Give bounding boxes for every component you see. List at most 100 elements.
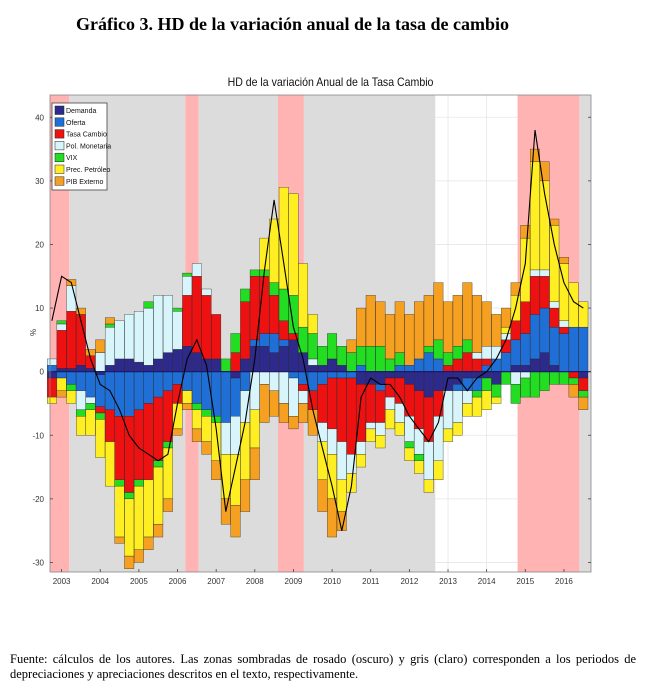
bar-pib-externo xyxy=(124,555,135,569)
bar-pol-monetaria xyxy=(375,422,386,436)
legend-label: Prec. Petróleo xyxy=(66,167,110,174)
bar-prec-petr-leo xyxy=(162,447,173,500)
bar-pol-monetaria xyxy=(114,320,125,360)
bar-demanda xyxy=(133,361,144,372)
bar-oferta xyxy=(472,377,482,391)
bar-pib-externo xyxy=(481,301,492,347)
bar-vix xyxy=(95,412,106,420)
x-tick-label: 2008 xyxy=(246,577,264,586)
bar-vix xyxy=(404,441,415,449)
bar-demanda xyxy=(385,371,395,379)
bar-oferta xyxy=(230,377,241,417)
bar-demanda xyxy=(549,365,560,372)
bar-vix xyxy=(191,403,202,410)
bar-prec-petr-leo xyxy=(481,390,492,410)
bar-tasa-cambio xyxy=(462,352,473,372)
legend-label: PIB Externo xyxy=(66,179,103,186)
bar-pol-monetaria xyxy=(365,422,376,430)
bar-pib-externo xyxy=(510,282,521,296)
bar-pib-externo xyxy=(278,403,289,423)
bar-vix xyxy=(501,371,511,385)
bar-pib-externo xyxy=(462,282,473,341)
y-tick-label: 10 xyxy=(35,304,44,313)
bar-vix xyxy=(201,409,212,417)
bar-pol-monetaria xyxy=(230,416,241,455)
bar-demanda xyxy=(317,365,328,372)
bar-pib-externo xyxy=(539,161,550,182)
bar-pol-monetaria xyxy=(539,269,550,277)
bar-demanda xyxy=(510,365,521,372)
bar-pib-externo xyxy=(530,148,540,162)
bar-demanda xyxy=(104,365,115,372)
bar-demanda xyxy=(462,371,473,379)
legend-swatch xyxy=(54,164,65,174)
bar-pib-externo xyxy=(191,428,202,442)
bar-oferta xyxy=(259,333,270,347)
bar-vix xyxy=(230,333,241,353)
bar-tasa-cambio xyxy=(162,390,173,442)
chart-title: HD de la variación Anual de la Tasa Camb… xyxy=(227,75,434,89)
bar-pib-externo xyxy=(143,536,154,550)
bar-pib-externo xyxy=(288,416,299,430)
bar-oferta xyxy=(240,371,251,391)
bar-tasa-cambio xyxy=(327,377,338,430)
bar-prec-petr-leo xyxy=(114,485,125,538)
bar-pol-monetaria xyxy=(172,311,183,350)
bar-oferta xyxy=(307,371,318,391)
bar-demanda xyxy=(539,352,550,372)
x-tick-label: 2009 xyxy=(285,577,303,586)
bar-pib-externo xyxy=(95,339,106,353)
bar-demanda xyxy=(47,371,57,379)
bar-oferta xyxy=(346,371,357,379)
bar-demanda xyxy=(578,371,589,379)
bar-demanda xyxy=(472,371,482,379)
bar-pib-externo xyxy=(472,295,482,353)
bar-pol-monetaria xyxy=(76,390,86,410)
bar-oferta xyxy=(520,333,531,366)
bar-demanda xyxy=(394,371,405,379)
bar-tasa-cambio xyxy=(385,377,395,398)
bar-vix xyxy=(85,403,96,410)
bar-tasa-cambio xyxy=(472,358,482,372)
bar-pib-externo xyxy=(114,536,125,544)
bar-pol-monetaria xyxy=(153,295,164,360)
bar-pol-monetaria xyxy=(162,295,173,353)
legend-label: Demanda xyxy=(66,108,96,115)
bar-pib-externo xyxy=(85,349,96,356)
bar-pib-externo xyxy=(375,301,386,347)
bar-prec-petr-leo xyxy=(124,498,135,557)
bar-pib-externo xyxy=(346,339,357,353)
bar-prec-petr-leo xyxy=(433,460,444,480)
legend-label: Oferta xyxy=(66,120,86,127)
bar-oferta xyxy=(375,384,386,391)
legend-label: Pol. Monetaria xyxy=(66,143,111,150)
bar-demanda xyxy=(76,365,86,372)
bar-pib-externo xyxy=(76,307,86,315)
bar-tasa-cambio xyxy=(298,384,309,391)
bar-oferta xyxy=(423,352,434,372)
bar-prec-petr-leo xyxy=(298,263,309,328)
bar-pib-externo xyxy=(162,498,173,512)
bar-vix xyxy=(240,288,251,302)
bar-tasa-cambio xyxy=(47,377,57,398)
bar-oferta xyxy=(191,371,202,404)
bar-demanda xyxy=(269,352,280,372)
bar-vix xyxy=(153,460,164,468)
bar-pib-externo xyxy=(259,384,270,423)
bar-pol-monetaria xyxy=(443,390,453,430)
bar-prec-petr-leo xyxy=(153,466,164,525)
bar-demanda xyxy=(336,365,347,372)
bar-tasa-cambio xyxy=(365,384,376,423)
bar-prec-petr-leo xyxy=(385,409,395,430)
bar-vix xyxy=(375,346,386,372)
bar-demanda xyxy=(530,358,540,372)
bar-tasa-cambio xyxy=(578,377,589,391)
x-tick-label: 2006 xyxy=(169,577,187,586)
bar-tasa-cambio xyxy=(375,390,386,423)
bar-tasa-cambio xyxy=(559,326,569,334)
y-tick-label: 30 xyxy=(35,177,44,186)
bar-demanda xyxy=(143,365,154,372)
bar-oferta xyxy=(249,339,260,347)
bar-pib-externo xyxy=(559,257,569,264)
bar-prec-petr-leo xyxy=(172,403,183,430)
